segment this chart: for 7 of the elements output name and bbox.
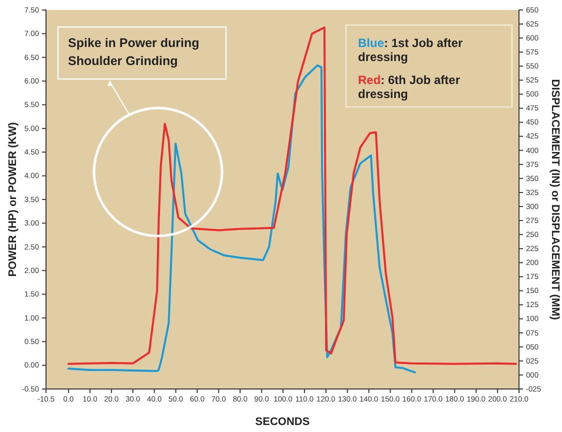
y-axis-title: POWER (HP) or POWER (KW) [7, 122, 19, 277]
text: Blue: 1st Job after dressing [358, 36, 464, 64]
x-axis-title: SECONDS [255, 416, 310, 428]
line-series [68, 26, 517, 365]
y2-axis-title: DISPLACEMENT (IN) or DISPLACEMENT (MM) [549, 79, 561, 320]
annotation: Spike in Power during Shoulder Grinding [68, 36, 200, 68]
text: Red: 6th Job after dressing [358, 73, 460, 101]
